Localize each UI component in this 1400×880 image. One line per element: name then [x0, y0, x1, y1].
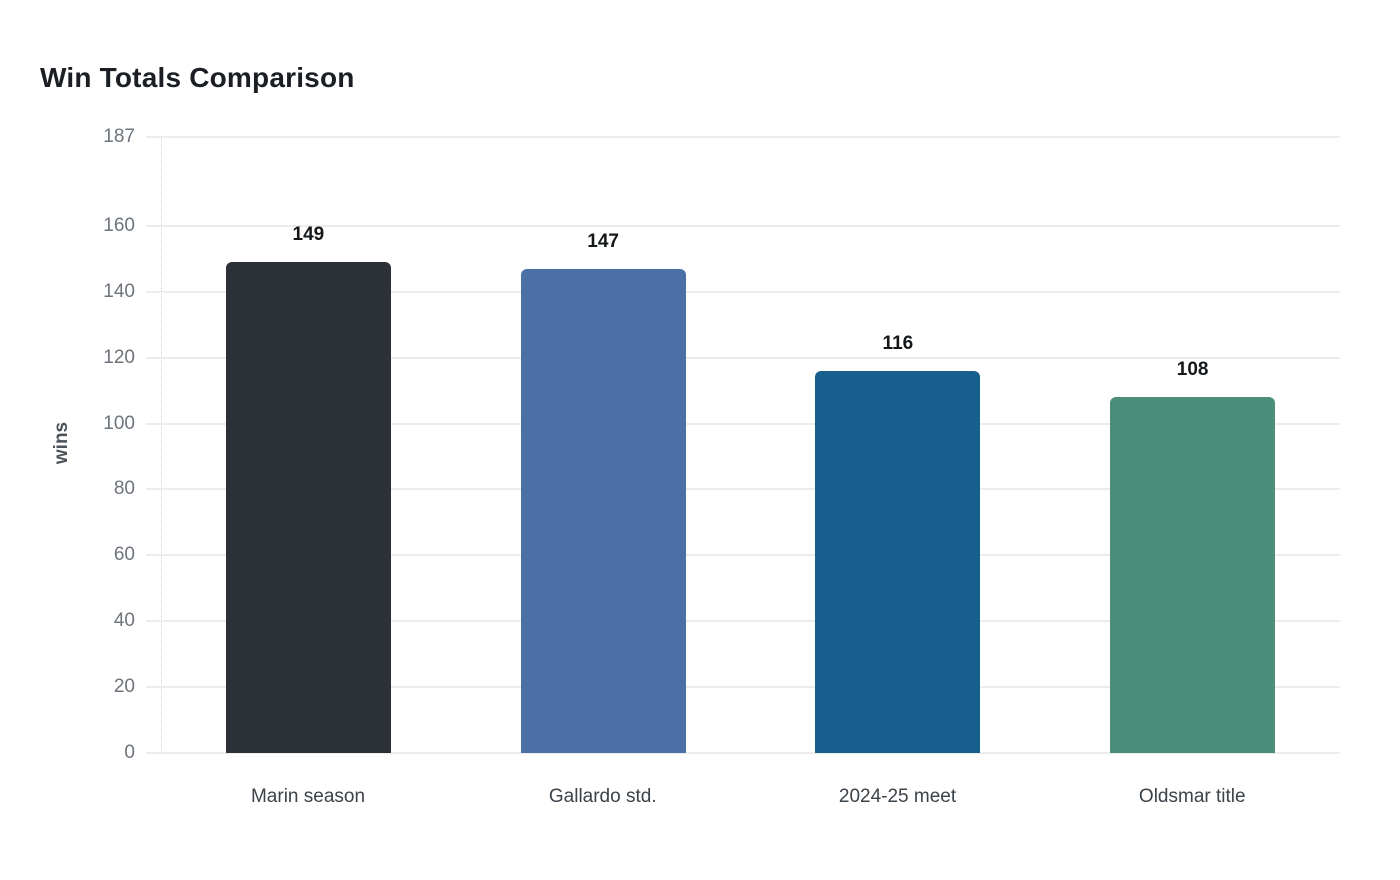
- y-tick-label: 140: [103, 280, 135, 302]
- y-axis-label: wins: [51, 421, 72, 465]
- y-tick-label: 187: [103, 126, 135, 147]
- y-tick-label: 20: [113, 676, 135, 698]
- gridline: [146, 224, 1340, 227]
- y-tick-label: 40: [113, 610, 135, 632]
- x-category-label: 2024-25 meet: [838, 786, 957, 807]
- bar: [520, 268, 686, 753]
- x-category-label: Marin season: [250, 786, 366, 807]
- y-tick-label: 80: [113, 478, 135, 500]
- gridline: [146, 290, 1340, 293]
- chart-title: Win Totals Comparison: [40, 62, 355, 93]
- y-tick-label: 60: [113, 544, 135, 566]
- gridline: [146, 686, 1340, 689]
- y-tick-label: 0: [124, 742, 135, 763]
- gridline: [146, 356, 1340, 359]
- bar: [1110, 397, 1276, 753]
- bar-value-label: 108: [1176, 359, 1209, 381]
- gridline: [146, 488, 1340, 491]
- y-axis-line: [161, 137, 162, 753]
- gridline: [146, 422, 1340, 425]
- x-category-label: Oldsmar title: [1138, 786, 1246, 807]
- gridline: [146, 752, 1340, 754]
- bar-value-label: 116: [882, 332, 914, 354]
- bar: [815, 370, 981, 753]
- y-tick-label: 160: [103, 214, 135, 236]
- x-category-label: Gallardo std.: [548, 786, 657, 807]
- bar-value-label: 149: [292, 224, 325, 246]
- bar: [225, 262, 391, 753]
- y-tick-label: 100: [103, 412, 135, 434]
- gridline: [146, 554, 1340, 557]
- y-tick-label: 120: [103, 346, 135, 368]
- plot-area: 0 20 40 60 80 100 120 140 160 187 149 Marin season 1…: [103, 126, 1340, 807]
- gridline: [146, 136, 1340, 138]
- gridline: [146, 620, 1340, 623]
- bar-value-label: 147: [587, 230, 619, 252]
